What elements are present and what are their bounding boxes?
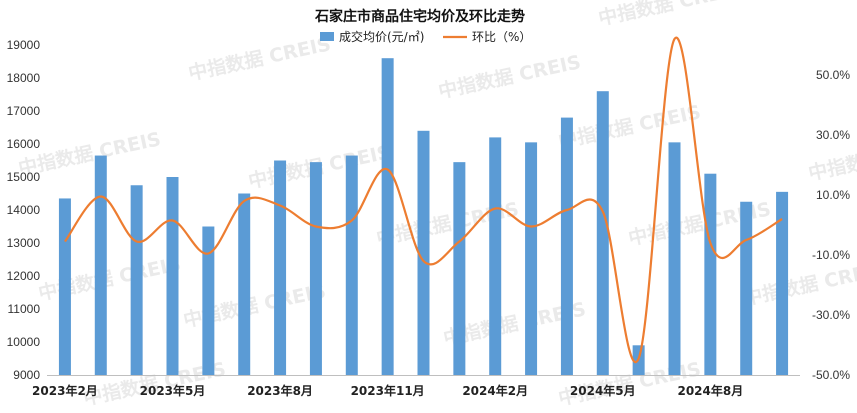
watermark-text: 中指数据 CREIS bbox=[556, 100, 703, 153]
y-left-tick-label: 17000 bbox=[7, 104, 41, 118]
bar bbox=[238, 193, 251, 375]
y-right-tick-label: 10.0% bbox=[816, 188, 850, 202]
bar-series bbox=[58, 58, 789, 375]
legend-label-bar: 成交均价(元/㎡) bbox=[339, 29, 424, 44]
watermark-text: 中指数据 CREIS bbox=[436, 50, 583, 103]
bar bbox=[525, 142, 538, 375]
y-axis-left: 9000 10000 11000 12000 13000 14000 15000 16000 1… bbox=[7, 38, 41, 382]
watermark-text: 中指数据 CREIS bbox=[36, 252, 183, 305]
bar bbox=[381, 58, 394, 375]
y-left-tick-label: 14000 bbox=[7, 203, 41, 217]
legend-swatch-bar bbox=[320, 32, 334, 41]
x-tick-label: 2024年2月 bbox=[462, 383, 528, 398]
watermark-text: 中指数据 CREIS bbox=[596, 0, 743, 30]
bar bbox=[596, 91, 609, 375]
bar bbox=[489, 137, 502, 375]
line-series bbox=[64, 36, 783, 364]
x-tick-label: 2023年11月 bbox=[351, 383, 425, 398]
y-left-tick-label: 10000 bbox=[7, 335, 41, 349]
y-left-tick-label: 13000 bbox=[7, 236, 41, 250]
y-left-tick-label: 19000 bbox=[7, 38, 41, 52]
bar bbox=[166, 177, 179, 375]
x-tick-label: 2023年5月 bbox=[140, 383, 206, 398]
bar bbox=[309, 162, 322, 375]
y-left-tick-label: 12000 bbox=[7, 269, 41, 283]
chart-title: 石家庄市商品住宅均价及环比走势 bbox=[314, 8, 525, 25]
watermark-text: 中指数据 CREIS bbox=[186, 32, 333, 85]
bar bbox=[417, 130, 430, 375]
bar bbox=[740, 201, 753, 375]
y-right-tick-label: 30.0% bbox=[816, 128, 850, 142]
y-left-tick-label: 15000 bbox=[7, 170, 41, 184]
x-tick-label: 2024年8月 bbox=[677, 383, 743, 398]
y-right-tick-label: -10.0% bbox=[812, 248, 850, 262]
bar bbox=[668, 142, 681, 375]
bar bbox=[202, 226, 215, 375]
bar bbox=[94, 155, 107, 375]
y-left-tick-label: 18000 bbox=[7, 71, 41, 85]
y-left-tick-label: 9000 bbox=[13, 368, 40, 382]
y-right-tick-label: -50.0% bbox=[812, 368, 850, 382]
bar bbox=[345, 155, 358, 375]
x-tick-label: 2024年5月 bbox=[570, 383, 636, 398]
y-axis-right: -50.0% -30.0% -10.0% 10.0% 30.0% 50.0% bbox=[812, 68, 850, 382]
bar bbox=[560, 117, 573, 375]
bar bbox=[274, 160, 287, 375]
legend-label-line: 环比（%） bbox=[472, 30, 531, 44]
bar bbox=[704, 173, 717, 375]
bar bbox=[776, 191, 789, 375]
x-tick-label: 2023年2月 bbox=[32, 383, 98, 398]
legend: 成交均价(元/㎡) 环比（%） bbox=[320, 29, 531, 44]
y-left-tick-label: 11000 bbox=[8, 302, 41, 316]
x-tick-label: 2023年8月 bbox=[247, 383, 313, 398]
x-axis: 2023年2月 2023年5月 2023年8月 2023年11月 2024年2月 2024… bbox=[32, 383, 743, 398]
y-left-tick-label: 16000 bbox=[7, 137, 41, 151]
bar bbox=[453, 162, 466, 375]
bar bbox=[130, 185, 143, 375]
watermark-text: 中指数据 CREIS bbox=[741, 257, 857, 310]
y-right-tick-label: -30.0% bbox=[812, 308, 850, 322]
bar bbox=[58, 198, 71, 375]
y-right-tick-label: 50.0% bbox=[816, 68, 850, 82]
